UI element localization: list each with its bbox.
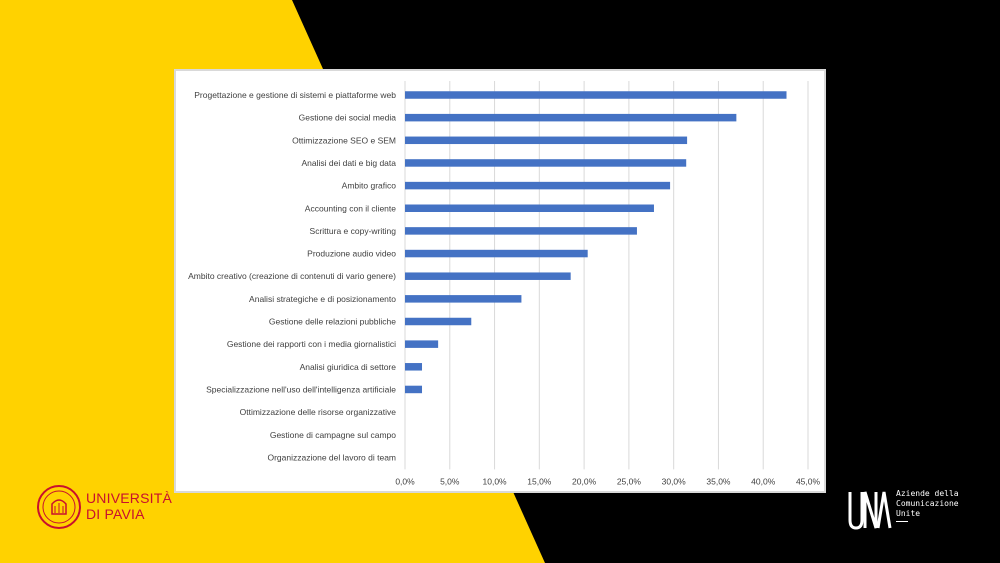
category-label: Gestione dei rapporti con i media giorna… [227, 339, 396, 349]
university-logo: UNIVERSITÀ DI PAVIA [36, 484, 196, 532]
bar [405, 249, 588, 258]
x-tick-label: 5,0% [440, 476, 460, 486]
bar [405, 295, 522, 303]
university-seal-icon [37, 485, 81, 529]
bar [405, 159, 687, 167]
una-name-line3: Unite [896, 509, 921, 518]
category-label: Analisi strategiche e di posizionamento [249, 294, 396, 304]
una-name-line1: Aziende della [896, 489, 959, 498]
x-tick-label: 10,0% [483, 476, 508, 486]
category-label: Ambito grafico [342, 181, 397, 191]
bar [405, 91, 787, 99]
category-label: Analisi giuridica di settore [300, 362, 397, 372]
university-name-line2: DI PAVIA [86, 506, 145, 522]
category-label: Gestione dei social media [299, 113, 397, 123]
category-label: Gestione delle relazioni pubbliche [269, 317, 396, 327]
x-tick-label: 15,0% [527, 476, 552, 486]
x-tick-label: 25,0% [617, 476, 642, 486]
una-mark-icon [848, 491, 892, 530]
category-label: Produzione audio video [307, 249, 396, 259]
category-label: Ottimizzazione SEO e SEM [292, 135, 396, 145]
x-tick-label: 45,0% [796, 476, 821, 486]
bar [405, 317, 472, 326]
una-name: Aziende della Comunicazione Unite [896, 489, 959, 519]
una-logo: Aziende della Comunicazione Unite [848, 488, 978, 534]
bar [405, 204, 654, 212]
chart-panel: 0,0% 5,0% 10,0% 15,0% 20,0% 25,0% 30,0% 35,0% 40… [174, 69, 826, 493]
bar [405, 113, 737, 122]
bar [405, 340, 439, 348]
x-tick-label: 40,0% [751, 476, 776, 486]
bar-chart: 0,0% 5,0% 10,0% 15,0% 20,0% 25,0% 30,0% 35,0% 40… [188, 81, 821, 486]
una-underline [896, 521, 908, 522]
bar [405, 272, 571, 280]
category-label: Analisi dei dati e big data [301, 158, 396, 168]
university-name-line1: UNIVERSITÀ [86, 490, 173, 506]
category-label: Scrittura e copy-writing [310, 226, 397, 236]
x-tick-label: 0,0% [395, 476, 415, 486]
category-label: Gestione di campagne sul campo [270, 430, 396, 440]
x-tick-label: 20,0% [572, 476, 597, 486]
category-label: Specializzazione nell'uso dell'intellige… [206, 384, 396, 394]
category-label: Progettazione e gestione di sistemi e pi… [194, 90, 396, 100]
bar [405, 181, 671, 190]
bar [405, 136, 688, 145]
category-label: Accounting con il cliente [305, 203, 396, 213]
bar [405, 363, 423, 371]
bar [405, 227, 637, 235]
bar [405, 385, 423, 394]
university-name: UNIVERSITÀ DI PAVIA [86, 490, 172, 522]
una-name-line2: Comunicazione [896, 499, 959, 508]
category-label: Organizzazione del lavoro di team [267, 452, 396, 462]
category-label: Ottimizzazione delle risorse organizzati… [240, 407, 397, 417]
x-tick-label: 30,0% [662, 476, 687, 486]
x-tick-label: 35,0% [706, 476, 731, 486]
category-label: Ambito creativo (creazione di contenuti … [188, 271, 396, 281]
